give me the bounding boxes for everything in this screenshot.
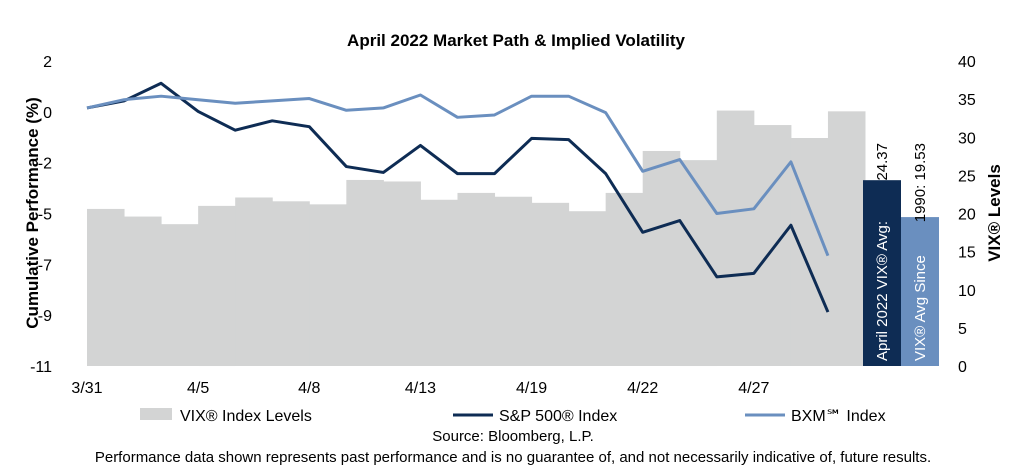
x-tick-label: 4/27 [738,380,769,397]
x-tick-label: 4/22 [627,380,658,397]
average-bar-value: 24.37 [874,143,891,181]
vix-bar [494,196,533,366]
legend-label: BXM℠ Index [791,408,886,425]
vix-bar [679,160,718,367]
right-axis-ticks: 40 35 30 25 20 15 10 5 0 [958,54,976,376]
right-tick-label: 40 [958,54,976,71]
average-bar [901,217,939,366]
average-bar-label: April 2022 VIX® Avg: [874,221,891,361]
vix-bar [716,110,755,366]
average-bar-value: 1990: 19.53 [912,143,929,222]
x-tick-label: 3/31 [71,380,102,397]
vix-bar [124,216,162,366]
right-tick-label: 35 [958,92,976,109]
vix-bar [420,199,458,366]
right-tick-label: 20 [958,207,976,224]
legend-label: VIX® Index Levels [180,408,312,425]
performance-lines [86,81,830,313]
right-tick-label: 10 [958,283,976,300]
vix-bars [87,110,866,367]
left-tick-label: -11 [30,359,52,376]
x-tick-label: 4/19 [516,380,547,397]
chart-title: April 2022 Market Path & Implied Volatil… [347,31,685,50]
vix-bar [531,202,570,366]
footnote: Performance data shown represents past p… [95,449,931,466]
series-line [86,81,830,313]
average-bar-label: VIX® Avg Since [912,255,929,361]
vix-bar [753,125,792,366]
average-bars: April 2022 VIX® Avg: 24.37 VIX® Avg Since 1… [863,143,939,366]
vix-bar [457,192,496,366]
right-tick-label: 15 [958,245,976,262]
vix-bar [198,205,236,367]
vix-bar [87,208,125,366]
right-tick-label: 0 [958,359,967,376]
vix-bar [827,111,866,366]
legend: VIX® Index Levels S&P 500® Index BXM℠ Inde… [140,408,886,425]
left-tick-label: -5 [38,207,52,224]
vix-bar [161,224,199,366]
vix-bar [309,204,347,366]
legend-label: S&P 500® Index [499,408,617,425]
vix-bar [383,181,421,366]
left-tick-label: -7 [38,257,52,274]
x-tick-label: 4/8 [298,380,320,397]
vix-bar [235,197,273,366]
left-tick-label: -2 [38,156,52,173]
vix-bar [272,201,310,366]
right-tick-label: 30 [958,130,976,147]
average-bar [863,180,901,366]
right-tick-label: 5 [958,321,967,338]
vix-bar [642,150,681,366]
vix-bar [568,211,607,366]
series-line [86,93,830,257]
left-tick-label: -9 [38,308,52,325]
vix-bar [346,179,384,366]
x-axis-ticks: 3/31 4/5 4/8 4/13 4/19 4/22 4/27 [71,380,769,397]
left-tick-label: 0 [43,105,52,122]
left-axis-title: Cumulative Performance (%) [23,97,42,328]
x-tick-label: 4/13 [405,380,436,397]
legend-swatch [140,408,172,420]
vix-bar [605,192,644,366]
right-axis-title: VIX® Levels [985,164,1004,262]
left-tick-label: 2 [43,54,52,71]
left-axis-ticks: 2 0 -2 -5 -7 -9 -11 [30,54,52,376]
right-tick-label: 25 [958,168,976,185]
source-note: Source: Bloomberg, L.P. [432,428,593,445]
x-tick-label: 4/5 [187,380,209,397]
